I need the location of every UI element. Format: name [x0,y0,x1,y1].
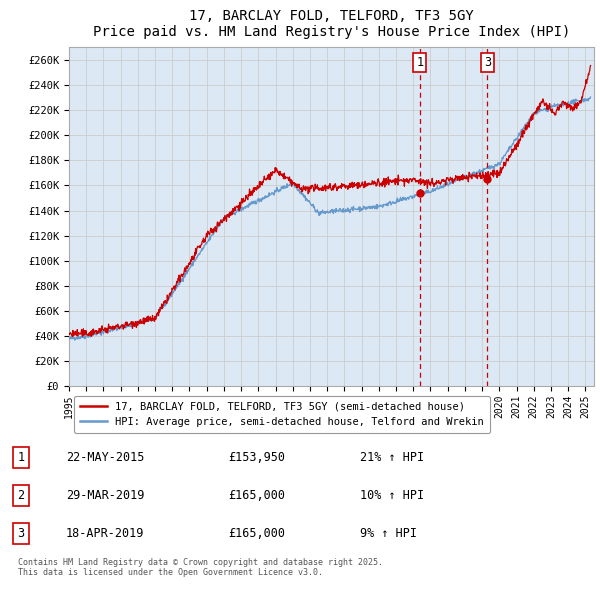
Text: Contains HM Land Registry data © Crown copyright and database right 2025.
This d: Contains HM Land Registry data © Crown c… [18,558,383,577]
Text: 18-APR-2019: 18-APR-2019 [66,527,145,540]
Text: 3: 3 [484,56,491,69]
Text: 29-MAR-2019: 29-MAR-2019 [66,489,145,502]
Text: 21% ↑ HPI: 21% ↑ HPI [360,451,424,464]
Text: 1: 1 [416,56,424,69]
Text: 10% ↑ HPI: 10% ↑ HPI [360,489,424,502]
Text: 3: 3 [17,527,25,540]
Text: 2: 2 [17,489,25,502]
Text: 22-MAY-2015: 22-MAY-2015 [66,451,145,464]
Text: £165,000: £165,000 [228,527,285,540]
Legend: 17, BARCLAY FOLD, TELFORD, TF3 5GY (semi-detached house), HPI: Average price, se: 17, BARCLAY FOLD, TELFORD, TF3 5GY (semi… [74,396,490,433]
Title: 17, BARCLAY FOLD, TELFORD, TF3 5GY
Price paid vs. HM Land Registry's House Price: 17, BARCLAY FOLD, TELFORD, TF3 5GY Price… [93,9,570,39]
Text: 9% ↑ HPI: 9% ↑ HPI [360,527,417,540]
Text: £153,950: £153,950 [228,451,285,464]
Text: 1: 1 [17,451,25,464]
Text: £165,000: £165,000 [228,489,285,502]
